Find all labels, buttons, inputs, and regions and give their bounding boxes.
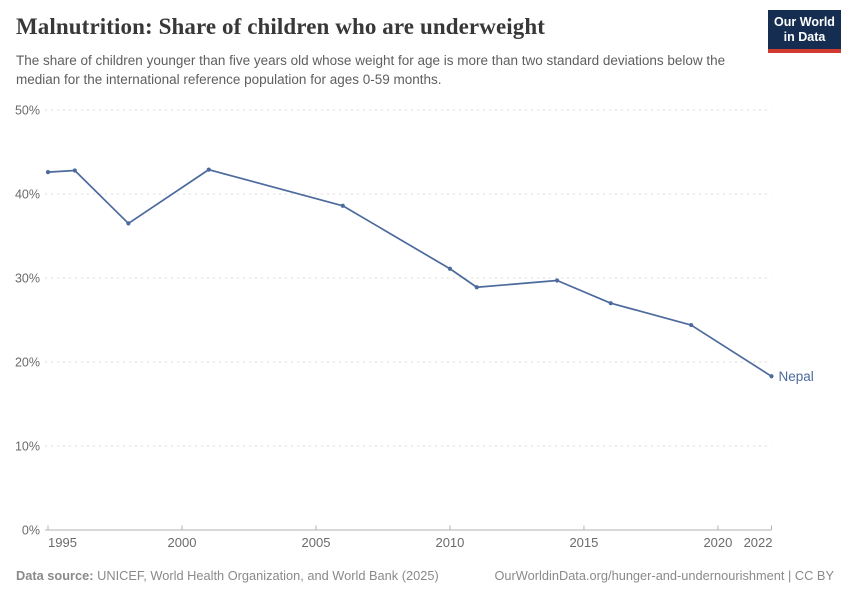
- attribution: OurWorldinData.org/hunger-and-undernouri…: [494, 568, 834, 583]
- data-point[interactable]: [126, 221, 131, 226]
- x-axis-label: 2010: [435, 535, 464, 550]
- y-axis-label: 0%: [22, 524, 40, 538]
- data-point[interactable]: [474, 285, 479, 290]
- x-axis-label: 2005: [302, 535, 331, 550]
- data-point[interactable]: [447, 266, 453, 271]
- x-axis-label: 2000: [168, 535, 197, 550]
- x-axis-label: 2022: [744, 535, 773, 550]
- data-point[interactable]: [689, 322, 694, 328]
- series-end-label[interactable]: Nepal: [779, 369, 814, 384]
- data-source-label: Data source:: [16, 568, 94, 583]
- data-source-text: UNICEF, World Health Organization, and W…: [97, 568, 439, 583]
- x-axis-label: 2020: [703, 535, 732, 550]
- data-point[interactable]: [555, 278, 560, 283]
- data-point[interactable]: [72, 168, 77, 173]
- y-axis-label: 20%: [15, 356, 40, 370]
- y-axis-label: 40%: [15, 188, 40, 202]
- chart-footer: Data source: UNICEF, World Health Organi…: [16, 568, 834, 583]
- data-point[interactable]: [340, 203, 345, 208]
- y-axis-label: 10%: [15, 440, 40, 454]
- data-source: Data source: UNICEF, World Health Organi…: [16, 568, 439, 583]
- data-point[interactable]: [45, 170, 51, 175]
- owid-logo[interactable]: Our World in Data: [768, 10, 841, 53]
- y-axis-label: 50%: [15, 104, 40, 118]
- x-axis-label: 1995: [48, 535, 77, 550]
- data-line[interactable]: [47, 168, 772, 377]
- data-point[interactable]: [206, 167, 211, 172]
- x-axis-label: 2015: [569, 535, 598, 550]
- data-point[interactable]: [769, 374, 774, 379]
- owid-logo-line2: in Data: [783, 30, 826, 44]
- chart-title: Malnutrition: Share of children who are …: [16, 14, 546, 39]
- data-point[interactable]: [608, 301, 613, 306]
- owid-logo-line1: Our World: [774, 15, 835, 29]
- y-axis-label: 30%: [15, 272, 40, 286]
- chart-subtitle: The share of children younger than five …: [16, 53, 726, 88]
